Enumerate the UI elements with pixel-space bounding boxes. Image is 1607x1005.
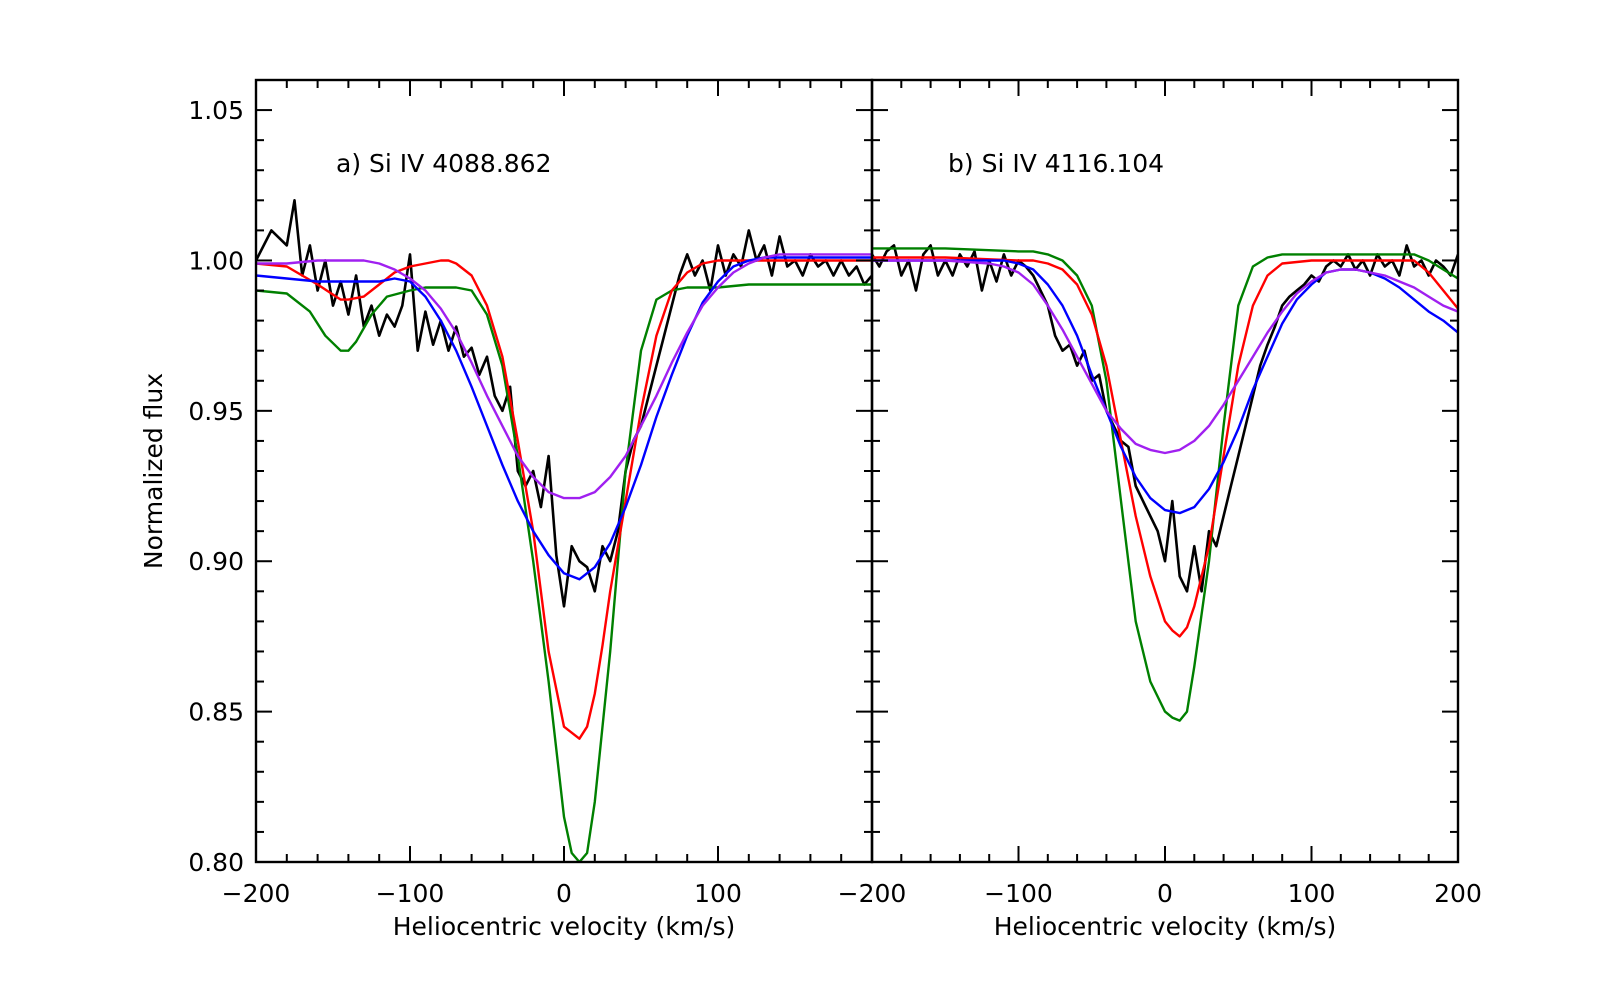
x-tick-label: 0 <box>556 879 572 908</box>
series-line-model-2 <box>256 259 872 740</box>
y-tick-label: 1.00 <box>188 246 244 275</box>
series-group <box>256 199 872 862</box>
panel-a: −200 −100 0 100 0.80 0.85 0.90 0.95 1.00 1.05 a) S… <box>139 78 874 941</box>
x-tick-label: −100 <box>984 879 1053 908</box>
series-line-model-1 <box>872 247 1458 722</box>
series-line-model-4 <box>256 253 872 500</box>
x-tick-label: 100 <box>1288 879 1336 908</box>
series-line-model-2 <box>872 256 1458 638</box>
x-axis-label: Heliocentric velocity (km/s) <box>994 912 1337 941</box>
x-axis-label: Heliocentric velocity (km/s) <box>393 912 736 941</box>
x-tick-label: −200 <box>222 879 291 908</box>
series-line-observed <box>256 199 872 608</box>
x-tick-label: 200 <box>1434 879 1482 908</box>
y-tick-label: 0.85 <box>188 698 244 727</box>
y-tick-label: 0.95 <box>188 397 244 426</box>
plot-frame <box>254 78 874 864</box>
y-tick-label: 1.05 <box>188 96 244 125</box>
series-line-model-3 <box>872 259 1458 515</box>
x-tick-label: 100 <box>694 879 742 908</box>
x-tick-label: 0 <box>1157 879 1173 908</box>
panel-title: b) Si IV 4116.104 <box>948 149 1164 178</box>
y-tick-label: 0.90 <box>188 547 244 576</box>
series-line-observed <box>872 244 1458 593</box>
plot-frame <box>870 78 1460 864</box>
series-line-model-1 <box>256 283 872 862</box>
series-line-model-3 <box>256 256 872 581</box>
x-tick-label: −200 <box>838 879 907 908</box>
y-tick-label: 0.80 <box>188 848 244 877</box>
x-tick-label: −100 <box>376 879 445 908</box>
panel-title: a) Si IV 4088.862 <box>336 149 552 178</box>
panel-b: −200 −100 0 100 200 b) Si IV 4116.104 Heliocen… <box>838 78 1482 941</box>
series-group <box>872 244 1458 722</box>
y-axis-label: Normalized flux <box>139 373 168 569</box>
series-line-model-4 <box>872 259 1458 455</box>
